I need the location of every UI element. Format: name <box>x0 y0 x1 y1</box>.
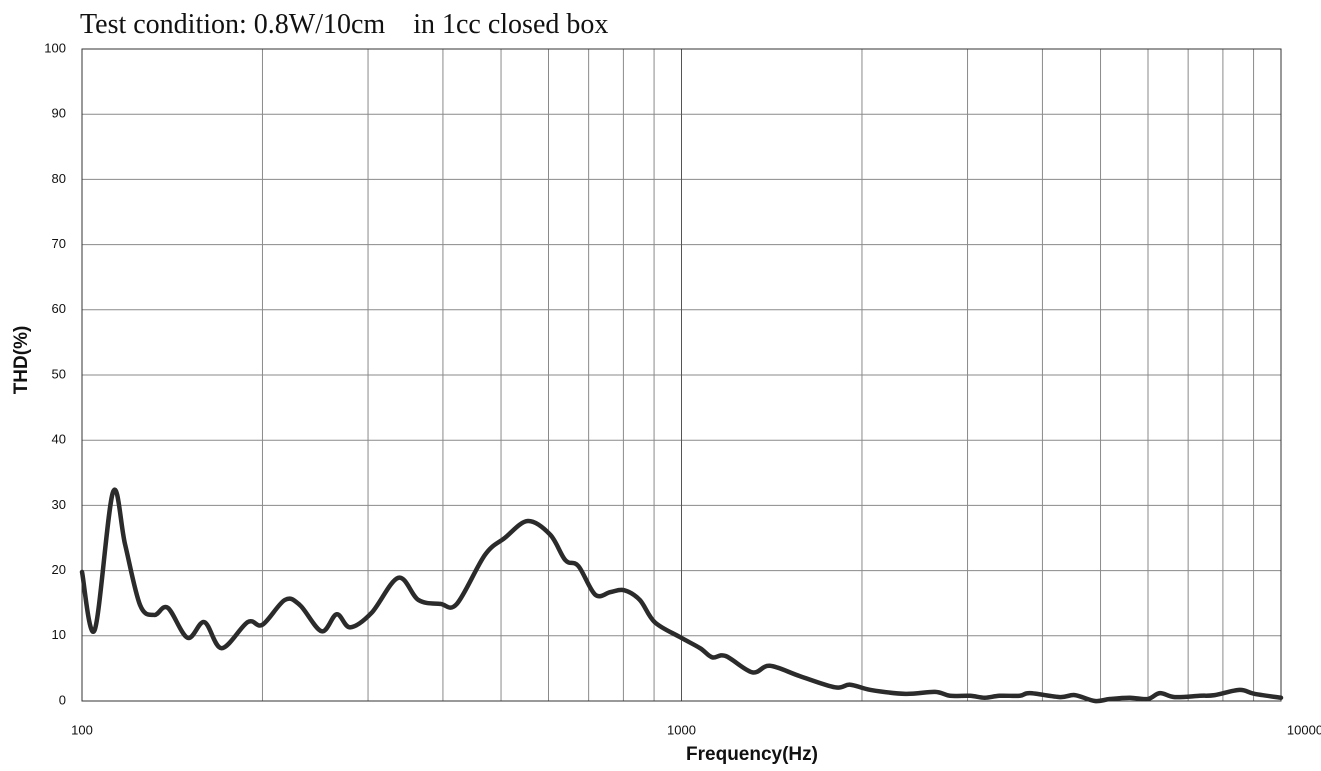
y-tick-label: 50 <box>52 366 66 381</box>
x-tick-label: 1000 <box>667 722 696 737</box>
y-tick-label: 100 <box>44 40 66 55</box>
plot-border <box>81 48 1282 702</box>
y-tick-label: 0 <box>59 692 66 707</box>
x-axis-label: Frequency(Hz) <box>686 744 818 765</box>
x-tick-label: 10000 <box>1287 722 1321 737</box>
y-tick-label: 10 <box>52 627 66 642</box>
x-tick-label: 100 <box>71 722 93 737</box>
y-axis-label: THD(%) <box>11 326 32 395</box>
y-tick-label: 40 <box>52 432 66 447</box>
y-tick-label: 90 <box>52 106 66 121</box>
chart-title: Test condition: 0.8W/10cm in 1cc closed … <box>80 9 608 40</box>
y-tick-label: 70 <box>52 236 66 251</box>
y-tick-label: 20 <box>52 562 66 577</box>
y-tick-label: 60 <box>52 301 66 316</box>
thd-line <box>79 487 1284 704</box>
y-tick-label: 30 <box>52 497 66 512</box>
y-tick-label: 80 <box>52 171 66 186</box>
